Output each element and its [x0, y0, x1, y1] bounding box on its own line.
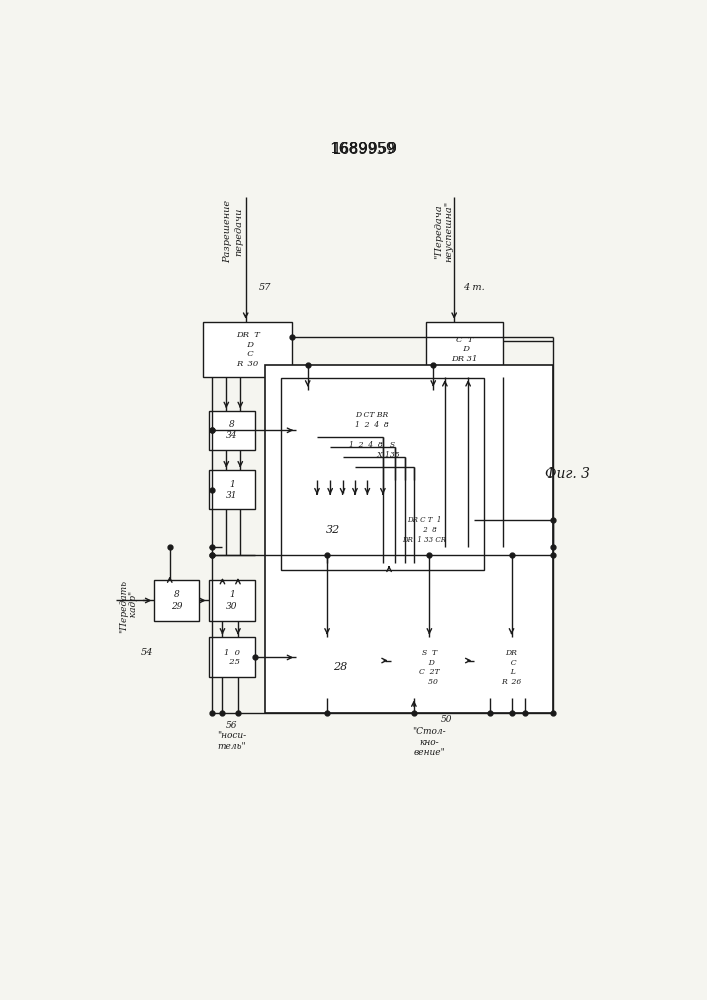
Text: 54: 54: [141, 648, 153, 657]
Text: S  T
  D
C  2T
   50: S T D C 2T 50: [419, 649, 440, 686]
Bar: [391, 637, 468, 698]
Bar: [296, 637, 385, 698]
Text: "Передать
  кадр": "Передать кадр": [119, 580, 139, 633]
Bar: [203, 322, 292, 377]
Text: 56
"носи-
тель": 56 "носи- тель": [217, 721, 246, 751]
Text: 1689959: 1689959: [331, 142, 395, 157]
Text: 8
29: 8 29: [171, 590, 182, 611]
Bar: [373, 497, 474, 563]
Text: "Стол-
кно-
вение": "Стол- кно- вение": [413, 727, 446, 757]
Bar: [474, 637, 548, 698]
Bar: [154, 580, 199, 620]
Bar: [426, 322, 503, 377]
Text: 1
31: 1 31: [226, 480, 238, 500]
Text: 32: 32: [326, 525, 340, 535]
Text: C  T
  D
DR 31: C T D DR 31: [451, 336, 477, 363]
Text: DR C T  1
     2  8
DR  1 33 CR: DR C T 1 2 8 DR 1 33 CR: [402, 516, 446, 544]
Bar: [209, 470, 255, 509]
Text: Фиг. 3: Фиг. 3: [545, 467, 590, 481]
Text: 50: 50: [441, 715, 452, 724]
Text: DR
  C
  L
R  26: DR C L R 26: [501, 649, 521, 686]
Bar: [209, 580, 255, 620]
Text: "Передача
неуспешна": "Передача неуспешна": [433, 201, 453, 262]
Text: Разрешение
передачи: Разрешение передачи: [223, 200, 243, 263]
Bar: [209, 411, 255, 450]
Bar: [296, 497, 370, 563]
Text: 57: 57: [259, 283, 271, 292]
Bar: [209, 637, 255, 677]
Text: 8
34: 8 34: [226, 420, 238, 440]
Bar: [281, 378, 484, 570]
Text: 1
30: 1 30: [226, 590, 238, 611]
Text: D CT BR
1  2  4  8

1  2  4  8   S
              X 135: D CT BR 1 2 4 8 1 2 4 8 S X 135: [344, 411, 399, 459]
Text: 28: 28: [334, 662, 348, 672]
Bar: [296, 389, 448, 480]
Text: 1689959: 1689959: [329, 142, 397, 156]
Bar: [265, 365, 554, 713]
Text: DR  T
  D
  C
R  30: DR T D C R 30: [235, 331, 259, 368]
Text: 1  0
  25: 1 0 25: [223, 649, 240, 666]
Text: 1689959: 1689959: [329, 142, 397, 156]
Text: 4 т.: 4 т.: [462, 283, 484, 292]
